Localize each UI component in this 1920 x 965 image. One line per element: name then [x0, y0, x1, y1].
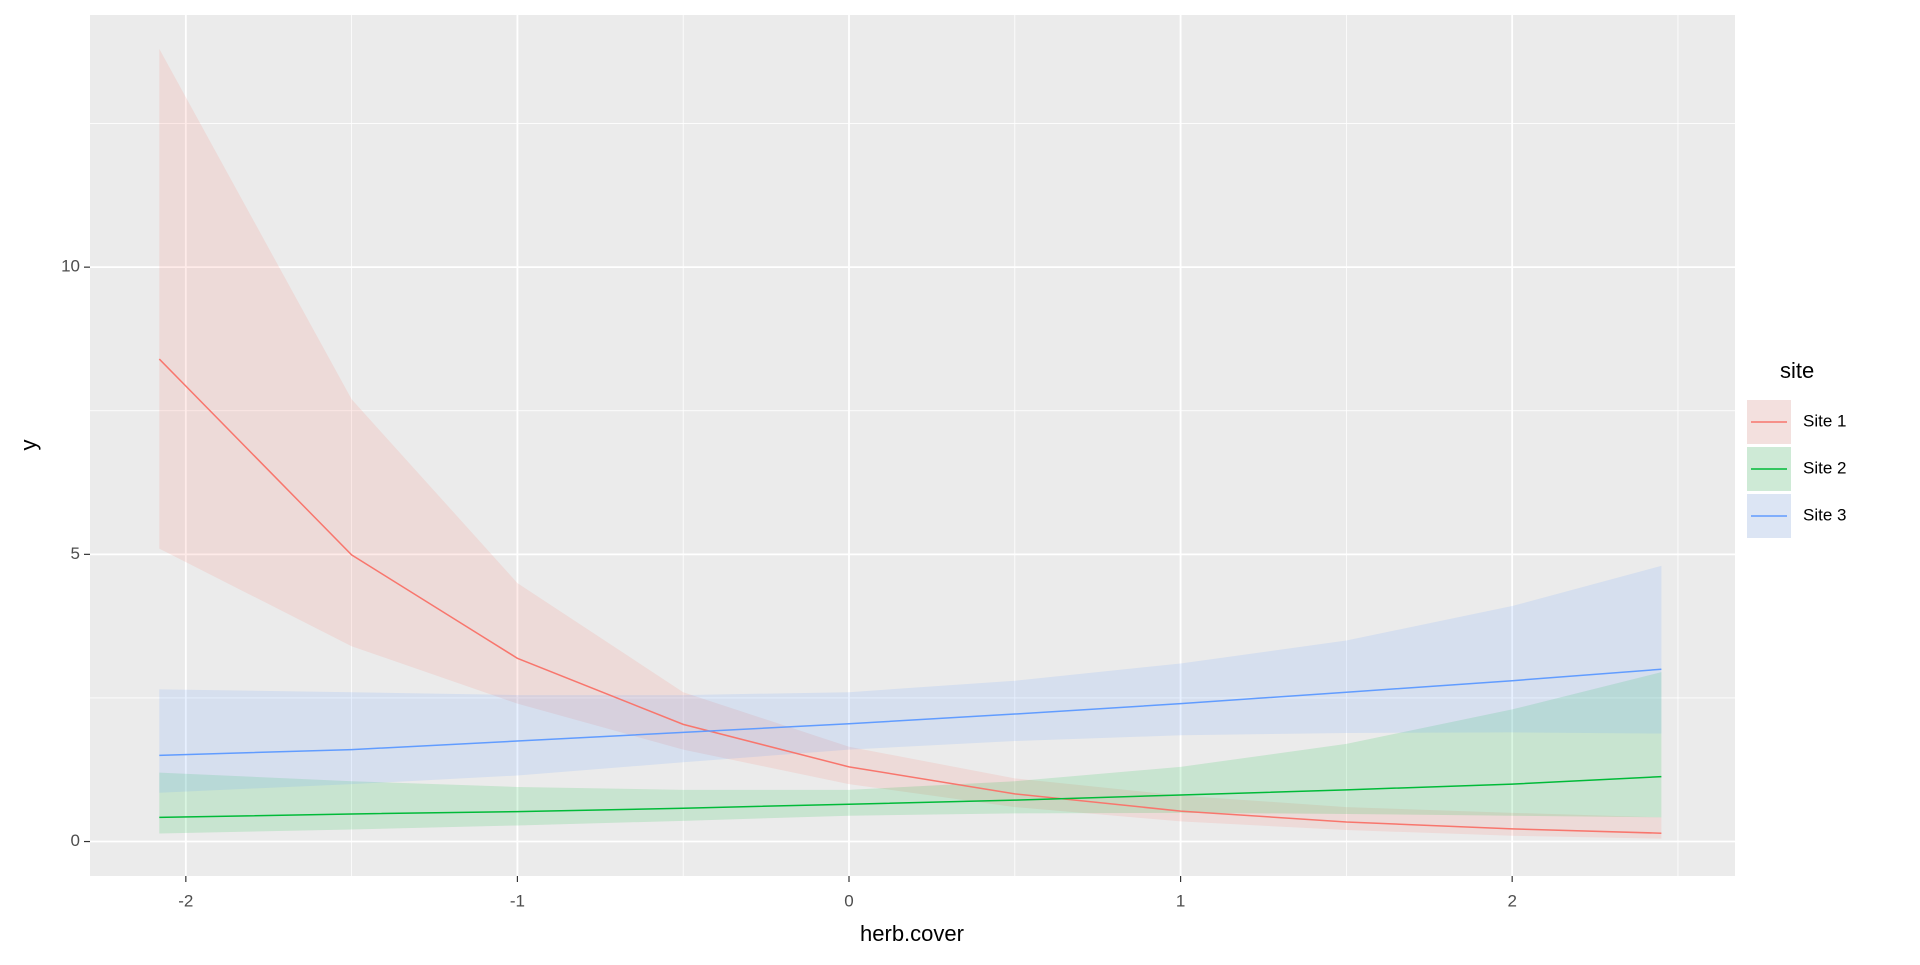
y-tick-label: 0 [71, 831, 80, 850]
x-tick-label: 2 [1507, 891, 1516, 910]
legend-title: site [1780, 358, 1814, 383]
x-axis-title: herb.cover [860, 921, 964, 946]
legend-label: Site 3 [1803, 505, 1846, 524]
x-tick-label: -1 [510, 891, 525, 910]
x-tick-label: 0 [844, 891, 853, 910]
confidence-band [159, 565, 1662, 793]
legend-label: Site 2 [1803, 458, 1846, 477]
x-tick-label: -2 [178, 891, 193, 910]
y-axis-title: y [16, 440, 41, 451]
y-tick-label: 10 [61, 257, 80, 276]
x-tick-label: 1 [1176, 891, 1185, 910]
y-tick-label: 5 [71, 544, 80, 563]
confidence-band [159, 672, 1662, 834]
legend-label: Site 1 [1803, 411, 1846, 430]
line [158, 358, 1662, 834]
line [159, 668, 1662, 757]
confidence-band [159, 48, 1662, 839]
line [159, 775, 1662, 819]
panel [90, 15, 1735, 876]
